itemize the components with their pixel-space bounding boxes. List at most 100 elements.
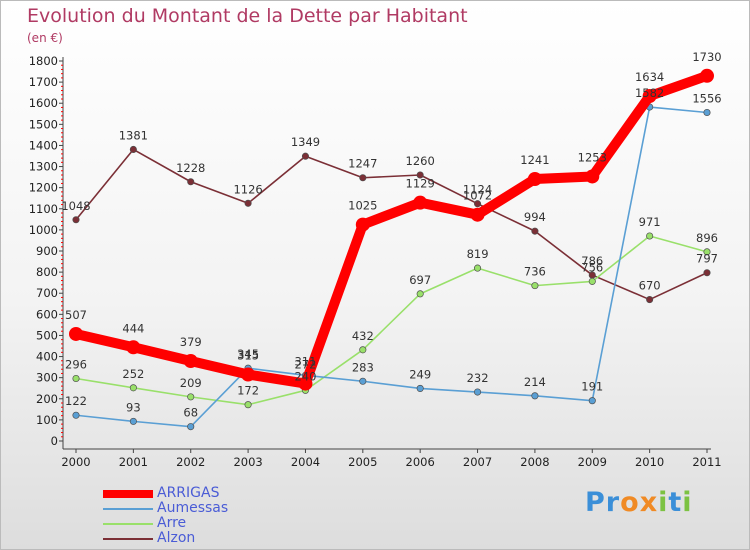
data-point-arrigas [183,353,198,368]
data-point-alzon [129,145,137,154]
data-label-arre: 756 [581,260,603,274]
data-label-arre: 971 [639,215,661,229]
y-tick-label: 1700 [29,75,58,89]
data-label-aumessas: 122 [65,394,87,408]
axes: 0 100 200 300 400 500 600 700 800 900 1000 1100 1200… [29,54,722,469]
legend-item-arre: Arre [103,515,353,532]
brand-logo-letter: i [658,487,669,518]
data-label-alzon: 670 [639,279,661,293]
x-tick-label: 2001 [119,455,148,469]
series-line-alzon [75,148,708,301]
data-label-alzon: 1048 [61,199,90,213]
data-label-aumessas: 68 [183,406,198,420]
y-tick-label: 300 [36,371,58,385]
data-point-arre [129,384,137,392]
y-tick-label: 800 [36,265,58,279]
y-tick-label: 1400 [29,138,58,152]
data-label-arrigas: 379 [180,335,202,349]
data-point-aumessas [416,384,424,392]
x-tick-label: 2003 [233,455,262,469]
data-label-arrigas: 315 [237,349,259,363]
y-tick-label: 1300 [29,160,58,174]
data-label-arre: 209 [180,376,202,390]
y-tick-label: 200 [36,392,58,406]
legend-label-aumessas: Aumessas [157,500,229,516]
data-point-arrigas [527,172,542,187]
x-tick-label: 2004 [291,455,320,469]
data-label-arre: 240 [294,369,316,383]
data-point-alzon [301,152,310,160]
legend-swatch-arrigas [103,490,153,498]
legend-item-alzon: Alzon [103,530,353,547]
data-label-alzon: 1381 [119,128,148,142]
data-label-arrigas: 272 [294,358,316,372]
data-label-arrigas: 1072 [463,189,492,203]
data-point-alzon [416,171,424,179]
data-point-aumessas [703,108,711,117]
data-label-aumessas: 283 [352,360,374,374]
data-point-arrigas [355,217,370,232]
x-tick-label: 2010 [635,455,664,469]
data-label-arrigas: 1129 [406,177,435,191]
series-line-arre [75,235,708,406]
x-tick-label: 2007 [463,455,492,469]
legend-swatch-aumessas [103,508,153,510]
data-point-aumessas [72,411,80,419]
data-point-alzon [359,174,367,182]
legend-label-arrigas: ARRIGAS [157,485,220,501]
y-tick-label: 1500 [29,117,58,131]
y-tick-label: 500 [36,328,58,342]
legend-label-alzon: Alzon [157,530,196,546]
y-tick-label: 1100 [29,202,58,216]
legend-item-aumessas: Aumessas [103,500,353,517]
data-label-alzon: 1124 [463,183,492,197]
data-label-alzon: 797 [696,252,718,266]
data-label-arrigas: 444 [122,321,144,335]
data-point-alzon [72,216,80,224]
data-point-arrigas [642,89,657,104]
data-point-arre [187,393,195,401]
x-tick-label: 2002 [176,455,205,469]
data-labels: 1048 1381 1228 1126 1349 1247 1260 1124 994 786 67… [61,50,721,420]
data-label-arrigas: 1730 [692,50,721,64]
brand-logo-letter: x [639,487,659,518]
data-label-aumessas: 1582 [635,86,664,100]
brand-logo-letter: o [620,487,640,518]
data-label-aumessas: 311 [294,354,316,368]
brand-logo: Proxiti [585,487,693,518]
data-point-arre [531,282,539,290]
data-point-alzon [703,269,711,277]
data-point-aumessas [531,392,539,400]
y-tick-label: 1200 [29,181,58,195]
data-label-arrigas: 1634 [635,70,664,84]
data-label-aumessas: 93 [126,400,141,414]
data-point-arrigas [413,195,428,210]
data-point-arre [646,232,654,240]
data-point-arrigas [585,169,600,184]
data-label-arrigas: 1253 [578,150,607,164]
data-label-aumessas: 214 [524,375,546,389]
y-tick-label: 100 [36,413,58,427]
series-line-arrigas [71,70,712,389]
data-label-arrigas: 1241 [520,153,549,167]
data-label-arrigas: 1025 [348,199,377,213]
data-point-arrigas [298,376,313,391]
data-label-alzon: 1126 [233,182,262,196]
data-point-arre [244,401,252,409]
y-tick-label: 700 [36,286,58,300]
data-point-aumessas [187,423,195,431]
data-label-aumessas: 232 [467,371,489,385]
y-tick-label: 0 [51,434,58,448]
data-point-alzon [531,227,539,235]
data-point-aumessas [473,388,482,396]
data-point-arre [359,346,367,354]
y-tick-label: 1800 [29,54,58,68]
chart-unit-label: (en €) [27,31,63,45]
data-point-arrigas [126,340,141,355]
legend-swatch-alzon [103,538,153,540]
data-label-alzon: 1247 [348,157,377,171]
data-label-arre: 819 [467,247,489,261]
data-point-alzon [187,178,195,186]
